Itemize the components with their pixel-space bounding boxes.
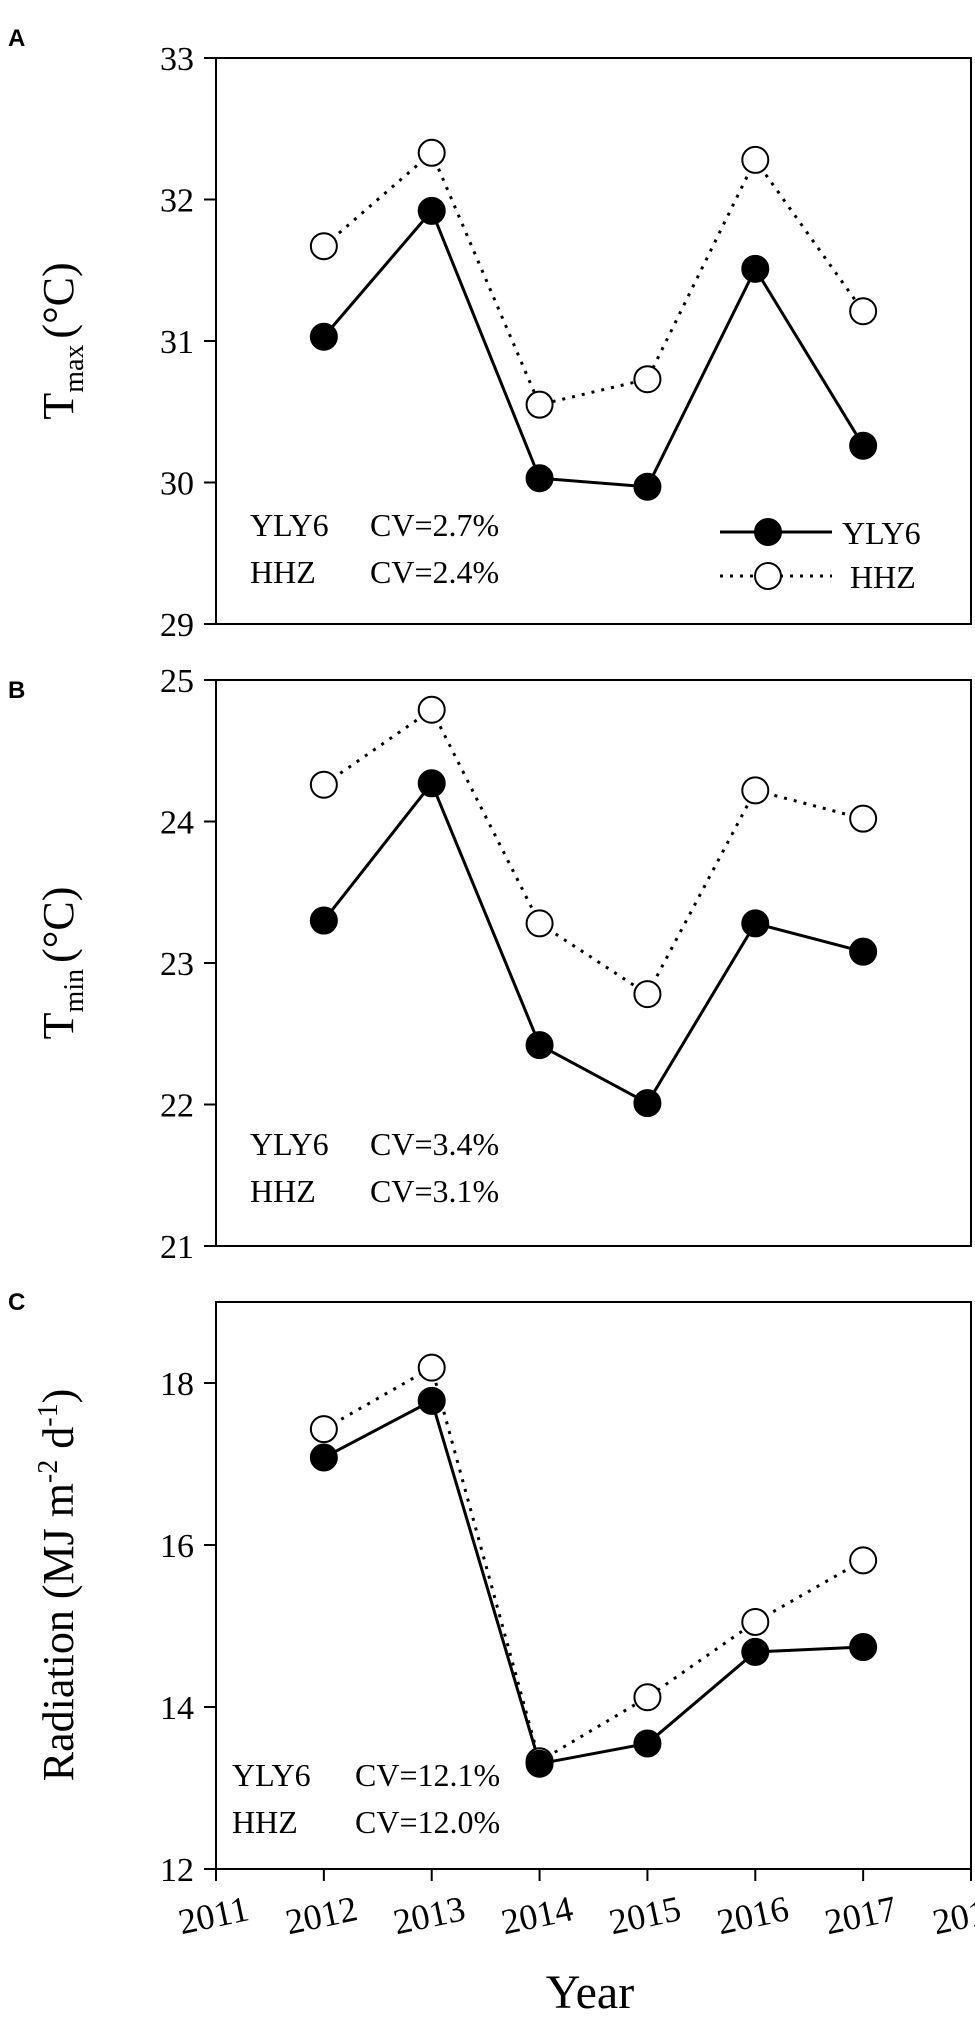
panel-a-cv-hhz: HHZ CV=2.4% [250, 554, 499, 590]
x-tick-label: 2014 [498, 1888, 577, 1942]
panel-a-y-axis: 29 30 31 32 33 [160, 41, 216, 644]
data-point-hhz [309, 1415, 338, 1444]
data-point-yly6 [417, 196, 446, 225]
y-tick-label: 32 [160, 183, 194, 220]
data-point-hhz [849, 297, 878, 326]
panel-letter-c: C [8, 1289, 25, 1316]
y-tick-label: 25 [160, 663, 194, 700]
y-tick-label: 22 [160, 1088, 194, 1125]
panel-c-y-axis: 12 14 16 18 [160, 1366, 216, 1889]
data-point-hhz [849, 1546, 878, 1575]
panel-a-legend: YLY6 HHZ [720, 515, 921, 595]
data-point-yly6 [849, 937, 878, 966]
data-point-hhz [741, 145, 770, 174]
y-tick-label: 23 [160, 946, 194, 983]
legend-label-yly6: YLY6 [842, 515, 921, 551]
data-point-hhz [309, 770, 338, 799]
x-tick-label: 2018 [929, 1888, 975, 1942]
panel-a-series [309, 138, 878, 501]
x-tick-label: 2011 [175, 1888, 252, 1942]
data-point-hhz [741, 1607, 770, 1636]
data-point-hhz [633, 1683, 662, 1712]
data-point-yly6 [633, 1089, 662, 1118]
panel-c-cv-hhz: HHZ CV=12.0% [232, 1804, 500, 1840]
series-line-yly6 [322, 207, 865, 489]
data-point-yly6 [849, 1633, 878, 1662]
series-line-yly6 [323, 1398, 864, 1766]
panel-b-cv-yly6: YLY6 CV=3.4% [250, 1126, 499, 1162]
y-tick-label: 31 [160, 324, 194, 361]
data-point-yly6 [633, 472, 662, 501]
data-point-yly6 [741, 909, 770, 938]
legend-marker-yly6 [754, 518, 782, 546]
data-point-yly6 [633, 1729, 662, 1758]
x-axis-label: Year [546, 1966, 634, 2019]
panel-a: A 29 30 31 32 33 Tmax(°C) YLY6 CV=2.7% HHZ CV=… [8, 25, 972, 644]
data-point-yly6 [417, 1386, 446, 1415]
data-point-yly6 [849, 431, 878, 460]
panel-a-y-axis-label: Tmax(°C) [34, 262, 90, 419]
x-tick-label: 2013 [390, 1888, 469, 1942]
data-point-hhz [525, 390, 554, 419]
data-point-hhz [633, 365, 662, 394]
panel-c-y-axis-label: Radiation (MJ m-2 d-1) [33, 1389, 83, 1782]
data-point-yly6 [741, 254, 770, 283]
series-line-yly6 [322, 780, 864, 1106]
y-tick-label: 21 [160, 1229, 194, 1266]
series-line-hhz [322, 150, 865, 407]
panel-b-cv-hhz: HHZ CV=3.1% [250, 1173, 499, 1209]
data-point-hhz [633, 980, 662, 1009]
series-line-hhz [323, 1365, 864, 1764]
data-point-hhz [417, 695, 446, 724]
data-point-yly6 [309, 322, 338, 351]
x-tick-label: 2015 [606, 1888, 685, 1942]
data-point-yly6 [525, 1031, 554, 1060]
panel-c-cv-yly6: YLY6 CV=12.1% [232, 1757, 500, 1793]
panel-letter-b: B [8, 677, 25, 704]
panel-b-y-axis: 21 22 23 24 25 [160, 663, 216, 1266]
legend-marker-hhz [754, 562, 782, 590]
data-point-yly6 [525, 464, 554, 493]
x-axis: 2011 2012 2013 2014 2015 2016 2017 2018 [175, 1869, 975, 1942]
panel-b: B 21 22 23 24 25 Tmin(°C) YLY6 CV=3.4% HHZ CV=… [8, 663, 972, 1266]
y-tick-label: 33 [160, 41, 194, 78]
data-point-yly6 [309, 906, 338, 935]
y-tick-label: 30 [160, 466, 194, 503]
data-point-hhz [309, 232, 338, 261]
data-point-yly6 [417, 769, 446, 798]
series-line-hhz [323, 707, 864, 997]
data-point-hhz [741, 776, 770, 805]
data-point-hhz [525, 909, 554, 938]
y-tick-label: 16 [160, 1528, 194, 1565]
y-tick-label: 18 [160, 1366, 194, 1403]
x-tick-label: 2012 [282, 1888, 361, 1942]
y-tick-label: 12 [160, 1852, 194, 1889]
y-tick-label: 14 [160, 1690, 194, 1727]
data-point-hhz [849, 804, 878, 833]
data-point-hhz [417, 1353, 446, 1382]
y-tick-label: 29 [160, 607, 194, 644]
panel-c-frame [215, 1301, 972, 1870]
data-point-yly6 [309, 1443, 338, 1472]
data-point-yly6 [741, 1637, 770, 1666]
data-point-yly6 [525, 1749, 554, 1778]
y-tick-label: 24 [160, 805, 194, 842]
panel-a-cv-yly6: YLY6 CV=2.7% [250, 507, 499, 543]
panel-c-series [309, 1353, 878, 1778]
data-point-hhz [417, 138, 446, 167]
x-tick-label: 2016 [713, 1888, 792, 1942]
legend-label-hhz: HHZ [850, 559, 916, 595]
panel-b-series [309, 695, 878, 1118]
panel-letter-a: A [8, 25, 25, 52]
x-tick-label: 2017 [821, 1888, 900, 1942]
panel-b-y-axis-label: Tmin(°C) [34, 887, 90, 1040]
